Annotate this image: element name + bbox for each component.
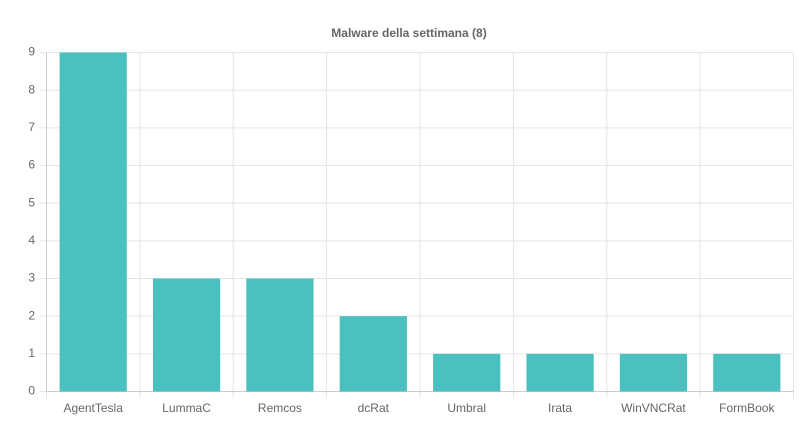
x-tick-label: dcRat [358,401,390,415]
bar [152,278,221,392]
y-tick-label: 5 [28,195,35,209]
bar [339,316,407,392]
x-tick-label: FormBook [719,401,775,415]
y-tick-label: 0 [28,384,35,398]
bar [246,278,314,392]
x-tick-label: AgentTesla [64,401,124,415]
y-tick-label: 9 [28,45,35,59]
y-tick-label: 1 [28,346,35,360]
y-tick-label: 3 [28,271,35,285]
y-tick-label: 6 [28,158,35,172]
bar [619,353,688,392]
bar [59,52,127,392]
bar [433,353,501,392]
x-tick-label: LummaC [162,401,211,415]
x-tick-label: WinVNCRat [621,401,686,415]
y-tick-label: 7 [28,120,35,134]
x-tick-label: Umbral [447,401,486,415]
x-tick-label: Remcos [258,401,302,415]
y-tick-label: 4 [28,233,35,247]
x-tick-label: Irata [548,401,572,415]
y-tick-label: 2 [28,308,35,322]
bar [526,353,594,392]
chart-title: Malware della settimana (8) [331,26,486,40]
bar [713,353,781,392]
y-tick-label: 8 [28,82,35,96]
